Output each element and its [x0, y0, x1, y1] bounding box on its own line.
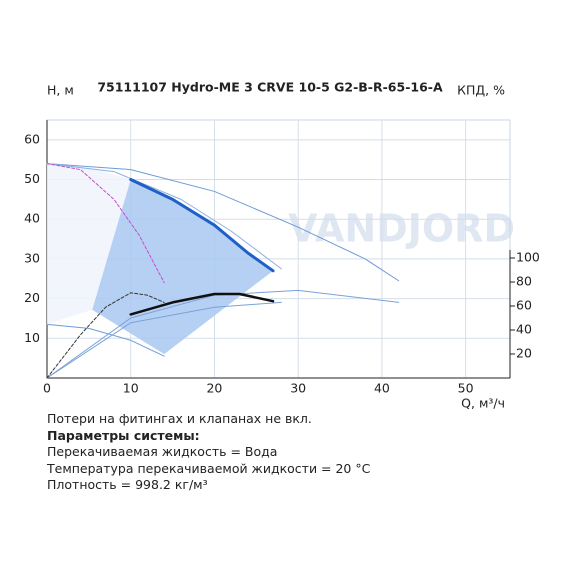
operating-area	[47, 163, 131, 325]
watermark: VANDJORD	[288, 207, 515, 251]
y-axis-label: H, м	[47, 83, 74, 98]
note: Потери на фитингах и клапанах не вкл.	[47, 411, 312, 426]
x-tick-label: 30	[290, 381, 306, 396]
y2-axis-label: КПД, %	[457, 83, 505, 98]
y-tick-label: 40	[24, 211, 40, 226]
notes: Потери на фитингах и клапанах не вкл. Па…	[47, 411, 370, 494]
y-tick-label: 60	[24, 131, 40, 146]
y-tick-label: 30	[24, 250, 40, 265]
head-curve	[46, 163, 282, 270]
x-tick-label: 10	[123, 381, 139, 396]
operating-area	[92, 179, 274, 355]
head-curve	[129, 178, 275, 273]
note: Перекачиваемая жидкость = Вода	[47, 444, 278, 459]
efficiency-curve	[129, 292, 275, 316]
note: Температура перекачиваемой жидкости = 20…	[47, 460, 371, 476]
note-heading: Параметры системы:	[47, 427, 200, 443]
y-tick-label: 50	[24, 171, 40, 186]
y2-tick-label: 40	[516, 322, 532, 337]
x-tick-label: 40	[374, 381, 390, 396]
x-axis-label: Q, м³/ч	[461, 396, 505, 411]
y2-tick-label: 60	[516, 298, 532, 313]
y2-tick-label: 80	[516, 274, 532, 289]
x-tick-label: 20	[206, 381, 222, 396]
x-tick-label: 0	[43, 381, 51, 396]
y2-tick-label: 100	[516, 250, 540, 265]
y-tick-label: 20	[24, 290, 40, 305]
x-tick-label: 50	[458, 381, 474, 396]
y2-tick-label: 20	[516, 346, 532, 361]
head-curve	[46, 163, 165, 284]
efficiency-curve	[46, 292, 165, 379]
head-curve	[46, 163, 400, 282]
y-tick-label: 10	[24, 330, 40, 345]
chart: VANDJORD H, м 75111107 Hydro-ME 3 CRVE 1…	[24, 80, 540, 411]
note: Плотность = 998.2 кг/м³	[47, 477, 208, 492]
head-curve	[46, 323, 165, 357]
efficiency-curve	[46, 301, 282, 379]
chart-title: 75111107 Hydro-ME 3 CRVE 10-5 G2-B-R-65-…	[97, 80, 443, 95]
